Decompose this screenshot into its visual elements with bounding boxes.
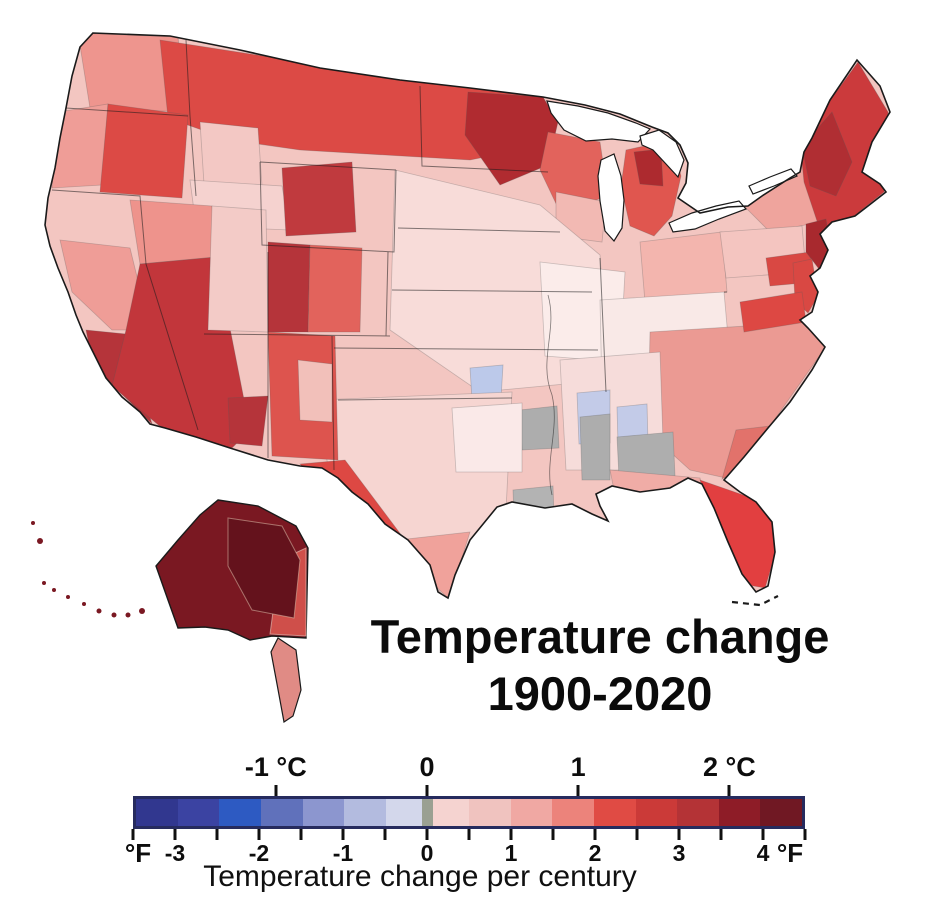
colorbar-segment <box>433 799 469 826</box>
region-oregon-coast <box>51 103 109 189</box>
legend-caption: Temperature change per century <box>203 860 637 893</box>
region-ohio-valley <box>639 231 728 303</box>
lake-ontario <box>748 168 798 195</box>
great-lakes <box>546 100 798 242</box>
colorbar-segment <box>177 799 220 826</box>
fahrenheit-tick-label: -1 <box>332 840 354 866</box>
region-grey-louisiana <box>512 485 555 518</box>
region-grey-arkansas <box>519 405 560 451</box>
fahrenheit-tick <box>593 829 597 840</box>
fahrenheit-tick <box>467 829 471 840</box>
region-alaska-interior <box>227 517 301 619</box>
map-title: Temperature change 1900-2020 <box>260 608 928 722</box>
celsius-tick-label: 2 °C <box>702 752 756 782</box>
fahrenheit-tick <box>551 829 555 840</box>
fahrenheit-tick <box>173 829 177 840</box>
region-oregon-east <box>99 103 189 199</box>
fahrenheit-tick-label: 3 <box>672 840 686 866</box>
region-texas-east <box>451 402 523 473</box>
region-colorado-west <box>267 241 311 333</box>
us-choropleth-map <box>31 32 891 724</box>
fahrenheit-tick <box>215 829 219 840</box>
fahrenheit-tick <box>299 829 303 840</box>
conus-regions <box>51 33 889 598</box>
fahrenheit-tick <box>761 829 765 840</box>
lake-superior <box>546 100 652 143</box>
fahrenheit-tick-label: 2 <box>588 840 602 866</box>
celsius-tick-label: -1 °C <box>244 752 307 782</box>
fahrenheit-tick <box>677 829 681 840</box>
fahrenheit-tick <box>635 829 639 840</box>
fahrenheit-tick <box>383 829 387 840</box>
region-new-mexico-pale <box>297 359 333 423</box>
alaska <box>31 499 309 724</box>
colorbar-segment <box>552 799 594 826</box>
celsius-tick-label: 1 <box>570 752 586 782</box>
aleutian-islands <box>31 521 145 618</box>
colorbar-segment <box>635 799 678 826</box>
fahrenheit-unit-right: °F <box>776 838 804 868</box>
fahrenheit-tick-label: -2 <box>248 840 270 866</box>
lake-michigan <box>597 153 625 242</box>
celsius-tick <box>727 785 731 796</box>
colorbar-segment <box>302 799 345 826</box>
fahrenheit-tick-label: 0 <box>420 840 434 866</box>
fahrenheit-tick <box>257 829 261 840</box>
fahrenheit-tick-label: 4 <box>756 840 770 866</box>
colorbar <box>133 796 805 829</box>
map-title-line2: 1900-2020 <box>487 667 713 720</box>
colorbar-segment <box>385 799 422 826</box>
region-utah-pale <box>207 205 269 333</box>
celsius-tick-label: 0 <box>419 752 435 782</box>
fahrenheit-tick <box>131 829 135 840</box>
region-alaska-panhandle <box>270 637 302 724</box>
legend: -1 °C 0 1 2 °C -3 -2 -1 0 1 2 3 4 °F °F Temperatur… <box>0 748 928 910</box>
conus-outline <box>44 32 891 600</box>
colorbar-segment <box>510 799 553 826</box>
colorbar-segment <box>260 799 303 826</box>
region-colorado-central <box>307 244 363 333</box>
colorbar-segment <box>718 799 761 826</box>
colorbar-segment <box>136 799 178 826</box>
fahrenheit-tick <box>509 829 513 840</box>
celsius-tick <box>425 785 429 796</box>
colorbar-segment <box>677 799 719 826</box>
region-idaho-pale <box>199 121 263 187</box>
fahrenheit-tick <box>341 829 345 840</box>
fahrenheit-tick <box>803 829 807 840</box>
region-grey-mississippi <box>579 413 611 481</box>
fahrenheit-tick-label: 1 <box>504 840 518 866</box>
colorbar-segment <box>344 799 386 826</box>
colorbar-segment <box>760 799 802 826</box>
colorbar-segment <box>421 799 434 826</box>
region-arizona-dark <box>227 395 269 447</box>
lake-huron <box>639 129 685 179</box>
fahrenheit-tick <box>719 829 723 840</box>
florida-keys <box>731 595 779 607</box>
colorbar-segment <box>219 799 261 826</box>
fahrenheit-tick <box>425 829 429 840</box>
region-wyoming-dark <box>281 161 357 237</box>
celsius-tick <box>274 785 278 796</box>
fahrenheit-unit-left: °F <box>124 838 152 868</box>
map-title-line1: Temperature change <box>370 610 830 663</box>
region-florida <box>699 479 776 589</box>
colorbar-segment <box>593 799 636 826</box>
celsius-tick <box>576 785 580 796</box>
fahrenheit-tick-label: -3 <box>164 840 186 866</box>
state-borders <box>51 39 727 496</box>
lake-erie <box>668 200 748 233</box>
colorbar-segment <box>469 799 511 826</box>
